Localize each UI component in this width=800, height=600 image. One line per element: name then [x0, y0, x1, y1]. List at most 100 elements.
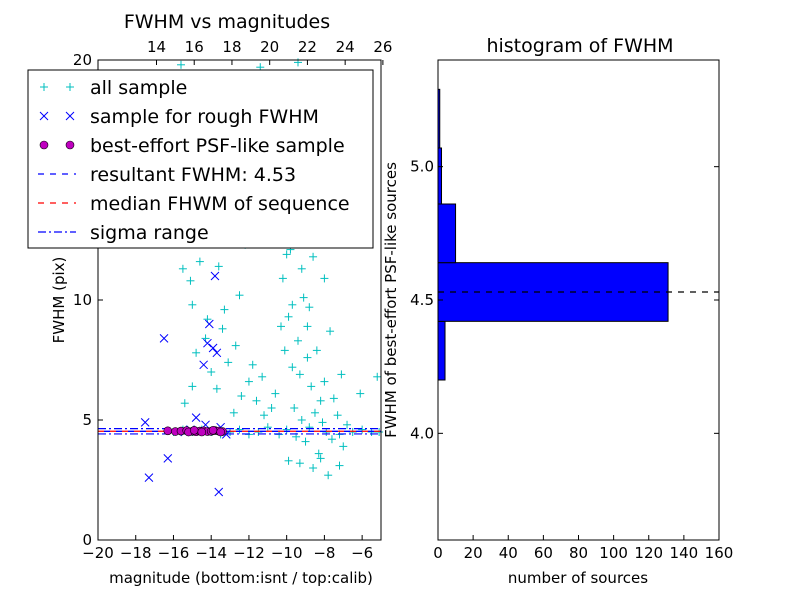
- legend-marker-b-b: [65, 111, 75, 121]
- right-plot-area: [437, 88, 719, 381]
- legend-box: [27, 69, 374, 249]
- all-sample-point: [305, 303, 314, 312]
- right-y-tick-label: 4.5: [410, 291, 434, 309]
- all-sample-point: [375, 428, 384, 436]
- all-sample-point: [284, 456, 293, 465]
- rough-sample-point-0-b: [210, 271, 220, 281]
- rough-sample-point-5-b: [159, 334, 169, 343]
- right-x-tick-label: 120: [634, 544, 663, 562]
- best-sample-point: [216, 427, 225, 437]
- left-x-tick-label: −20: [82, 544, 114, 562]
- all-sample-point: [267, 404, 276, 412]
- all-sample-point: [293, 336, 302, 345]
- all-sample-point: [309, 252, 318, 261]
- all-sample-point: [309, 464, 318, 472]
- all-sample-point: [339, 442, 348, 451]
- all-sample-point: [235, 291, 244, 300]
- left-top-tick-label: 26: [373, 38, 392, 56]
- legend-label: all sample: [90, 77, 187, 99]
- rough-sample-point-9-b: [144, 473, 154, 482]
- all-sample-point: [288, 363, 297, 372]
- left-y-tick-label: 20: [73, 51, 92, 69]
- legend-entry: resultant FWHM: 4.53: [38, 164, 296, 186]
- all-sample-point: [178, 264, 187, 273]
- all-sample-point: [316, 396, 325, 405]
- right-x-tick-label: 0: [433, 544, 443, 562]
- all-sample-point: [297, 264, 306, 273]
- histogram-bar: [437, 320, 446, 381]
- all-sample-point: [327, 435, 336, 444]
- left-x-tick-label: −10: [271, 544, 303, 562]
- all-sample-point: [320, 274, 329, 283]
- all-sample-point: [316, 454, 325, 463]
- rough-sample-point-2-b: [203, 338, 212, 348]
- all-sample-point: [235, 425, 244, 434]
- all-sample-point: [303, 353, 312, 362]
- all-sample-point: [224, 358, 233, 367]
- left-top-tick-label: 20: [260, 38, 279, 56]
- all-sample-point: [288, 300, 297, 309]
- all-sample-point: [305, 423, 314, 432]
- left-x-tick-label: −14: [195, 544, 227, 562]
- legend-marker-a: [39, 140, 49, 150]
- legend-label: best-effort PSF-like sample: [90, 135, 345, 157]
- all-sample-point: [280, 346, 289, 355]
- right-chart-title: histogram of FWHM: [486, 35, 673, 57]
- rough-sample-point-4-b: [212, 348, 222, 358]
- legend-label: resultant FWHM: 4.53: [90, 164, 296, 186]
- right-x-tick-label: 60: [534, 544, 553, 562]
- left-y-tick-label: 0: [82, 531, 92, 549]
- all-sample-point: [278, 274, 287, 283]
- all-sample-point: [214, 262, 223, 271]
- left-chart-title: FWHM vs magnitudes: [124, 11, 330, 33]
- all-sample-point: [284, 312, 293, 321]
- left-top-tick-label: 16: [185, 38, 204, 56]
- left-y-tick-label: 5: [82, 411, 92, 429]
- all-sample-point: [282, 425, 291, 434]
- rough-sample-point: [203, 338, 212, 348]
- all-sample-point: [186, 276, 195, 285]
- all-sample-point: [324, 471, 333, 480]
- rough-sample-point: [212, 348, 222, 358]
- right-x-tick-label: 160: [705, 544, 734, 562]
- rough-sample-point: [199, 360, 209, 370]
- legend-marker-a-b: [39, 111, 49, 121]
- all-sample-point: [295, 370, 304, 379]
- left-x-ticks: −20 −18 −16 −14 −12 −10 −8 −6: [82, 535, 373, 562]
- legend-entry: all sample: [40, 77, 187, 99]
- all-sample-point: [343, 420, 352, 429]
- rough-sample-point: [144, 473, 154, 482]
- all-sample-point: [218, 324, 227, 333]
- rough-sample-point: [208, 343, 218, 353]
- legend-entry: sigma range: [38, 222, 209, 244]
- right-x-tick-label: 40: [499, 544, 518, 562]
- all-sample-point: [335, 461, 344, 470]
- left-x-tick-label: −8: [313, 544, 335, 562]
- legend-marker-b: [65, 140, 75, 150]
- right-y-tick-label: 5.0: [410, 158, 434, 176]
- rough-sample-point-1-b: [204, 319, 214, 329]
- all-sample-point: [322, 428, 331, 436]
- all-sample-point: [318, 418, 327, 427]
- all-sample-point: [254, 428, 263, 436]
- legend: all sample sample for rough FWHM best-effo…: [27, 69, 374, 249]
- all-sample-point: [229, 408, 238, 417]
- rough-sample-point-3-b: [208, 343, 218, 353]
- left-x-tick-label: −6: [351, 544, 373, 562]
- all-sample-point: [252, 396, 261, 405]
- left-top-x-ticks: 14 16 18 20 22 24 26: [147, 38, 392, 65]
- all-sample-point: [333, 411, 342, 420]
- all-sample-point: [312, 346, 321, 355]
- all-sample-point: [307, 382, 316, 391]
- best-sample-point: [208, 426, 218, 435]
- all-sample-point: [180, 399, 189, 408]
- right-x-ticks: 0 20 40 60 80 100 120 140 160: [433, 535, 733, 562]
- best-sample-point: [163, 426, 173, 436]
- left-x-tick-label: −16: [158, 544, 190, 562]
- rough-sample-point-10-b: [214, 487, 224, 497]
- all-sample-point: [326, 327, 335, 336]
- histogram-bar: [437, 147, 443, 205]
- all-sample-point: [348, 428, 357, 436]
- right-x-axis-label: number of sources: [508, 569, 648, 587]
- legend-entries: all sample sample for rough FWHM best-effo…: [38, 77, 350, 244]
